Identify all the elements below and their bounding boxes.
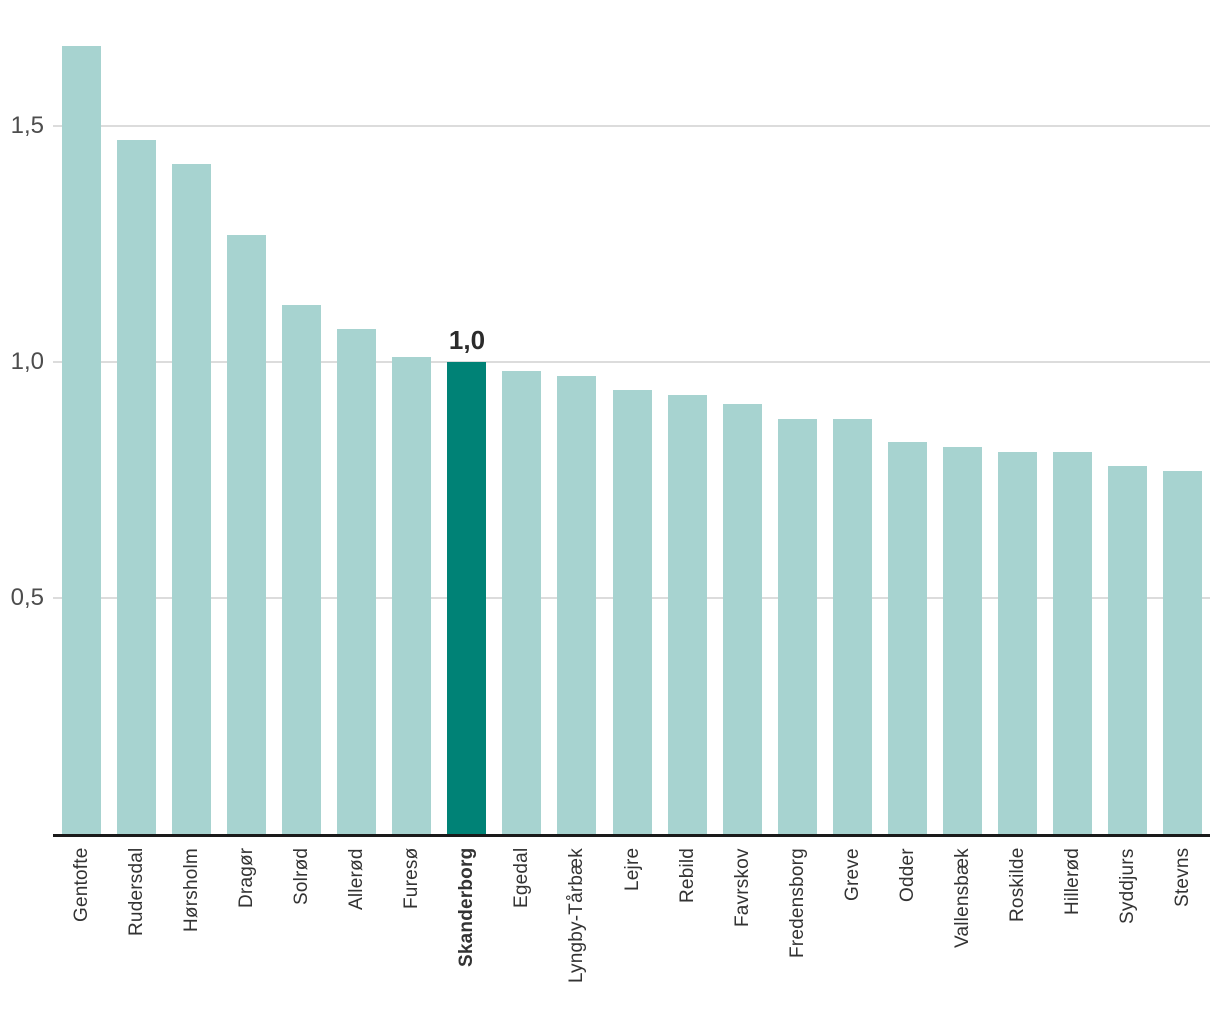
bar-favrskov bbox=[723, 404, 762, 834]
y-tick-label: 1,0 bbox=[10, 348, 44, 375]
bar-egedal bbox=[502, 371, 541, 834]
bar-lyngby-tårbæk bbox=[557, 376, 596, 834]
x-label-cell-hørsholm: Hørsholm bbox=[164, 848, 219, 1020]
x-label-gentofte: Gentofte bbox=[70, 848, 92, 923]
x-label-hørsholm: Hørsholm bbox=[180, 848, 202, 932]
x-label-cell-odder: Odder bbox=[880, 848, 935, 1020]
x-label-cell-rebild: Rebild bbox=[660, 848, 715, 1020]
bar-fredensborg bbox=[778, 419, 817, 834]
x-label-cell-vallensbæk: Vallensbæk bbox=[935, 848, 990, 1020]
gridline-1,0 bbox=[53, 361, 1210, 363]
x-label-cell-roskilde: Roskilde bbox=[990, 848, 1045, 1020]
bar-syddjurs bbox=[1108, 466, 1147, 834]
x-label-lejre: Lejre bbox=[621, 848, 643, 892]
x-label-syddjurs: Syddjurs bbox=[1116, 848, 1138, 924]
x-label-cell-syddjurs: Syddjurs bbox=[1100, 848, 1155, 1020]
x-label-cell-egedal: Egedal bbox=[494, 848, 549, 1020]
x-label-dragør: Dragør bbox=[235, 848, 257, 909]
x-label-cell-gentofte: Gentofte bbox=[54, 848, 109, 1020]
x-label-cell-fredensborg: Fredensborg bbox=[770, 848, 825, 1020]
y-tick-label: 1,5 bbox=[10, 112, 44, 139]
x-label-skanderborg: Skanderborg bbox=[455, 848, 477, 968]
x-label-cell-greve: Greve bbox=[825, 848, 880, 1020]
x-label-cell-lejre: Lejre bbox=[605, 848, 660, 1020]
bar-allerød bbox=[337, 329, 376, 834]
x-label-cell-dragør: Dragør bbox=[219, 848, 274, 1020]
bar-odder bbox=[888, 442, 927, 834]
x-label-cell-hillerød: Hillerød bbox=[1045, 848, 1100, 1020]
x-label-cell-allerød: Allerød bbox=[329, 848, 384, 1020]
bar-roskilde bbox=[998, 452, 1037, 834]
x-label-cell-favrskov: Favrskov bbox=[715, 848, 770, 1020]
bar-hillerød bbox=[1053, 452, 1092, 834]
x-label-lyngby-tårbæk: Lyngby-Tårbæk bbox=[565, 848, 587, 983]
x-label-rebild: Rebild bbox=[676, 848, 698, 904]
x-label-odder: Odder bbox=[896, 848, 918, 902]
bar-rudersdal bbox=[117, 140, 156, 834]
highlight-value-label: 1,0 bbox=[448, 325, 486, 355]
x-label-fredensborg: Fredensborg bbox=[786, 848, 808, 958]
x-label-greve: Greve bbox=[841, 848, 863, 901]
bar-dragør bbox=[227, 235, 266, 834]
x-label-rudersdal: Rudersdal bbox=[125, 848, 147, 937]
gridline-1,5 bbox=[53, 125, 1210, 127]
y-tick-label: 0,5 bbox=[10, 584, 44, 611]
x-label-cell-furesø: Furesø bbox=[384, 848, 439, 1020]
bar-hørsholm bbox=[172, 164, 211, 834]
x-label-allerød: Allerød bbox=[345, 848, 367, 910]
bar-gentofte bbox=[62, 46, 101, 834]
x-label-egedal: Egedal bbox=[510, 848, 532, 909]
bar-rebild bbox=[668, 395, 707, 834]
x-label-hillerød: Hillerød bbox=[1061, 848, 1083, 916]
x-label-cell-stevns: Stevns bbox=[1155, 848, 1210, 1020]
bar-greve bbox=[833, 419, 872, 834]
x-label-stevns: Stevns bbox=[1171, 848, 1193, 908]
x-label-cell-rudersdal: Rudersdal bbox=[109, 848, 164, 1020]
x-label-roskilde: Roskilde bbox=[1006, 848, 1028, 923]
x-label-cell-skanderborg: Skanderborg bbox=[439, 848, 494, 1020]
x-label-favrskov: Favrskov bbox=[731, 848, 753, 927]
bar-stevns bbox=[1163, 471, 1202, 834]
bar-solrød bbox=[282, 305, 321, 834]
bar-lejre bbox=[613, 390, 652, 834]
bar-furesø bbox=[392, 357, 431, 834]
x-label-cell-lyngby-tårbæk: Lyngby-Tårbæk bbox=[549, 848, 604, 1020]
x-label-furesø: Furesø bbox=[400, 848, 422, 910]
bar-skanderborg bbox=[447, 362, 486, 834]
x-axis-line bbox=[53, 834, 1210, 837]
x-label-solrød: Solrød bbox=[290, 848, 312, 906]
x-label-cell-solrød: Solrød bbox=[274, 848, 329, 1020]
x-label-vallensbæk: Vallensbæk bbox=[951, 848, 973, 948]
bar-vallensbæk bbox=[943, 447, 982, 834]
